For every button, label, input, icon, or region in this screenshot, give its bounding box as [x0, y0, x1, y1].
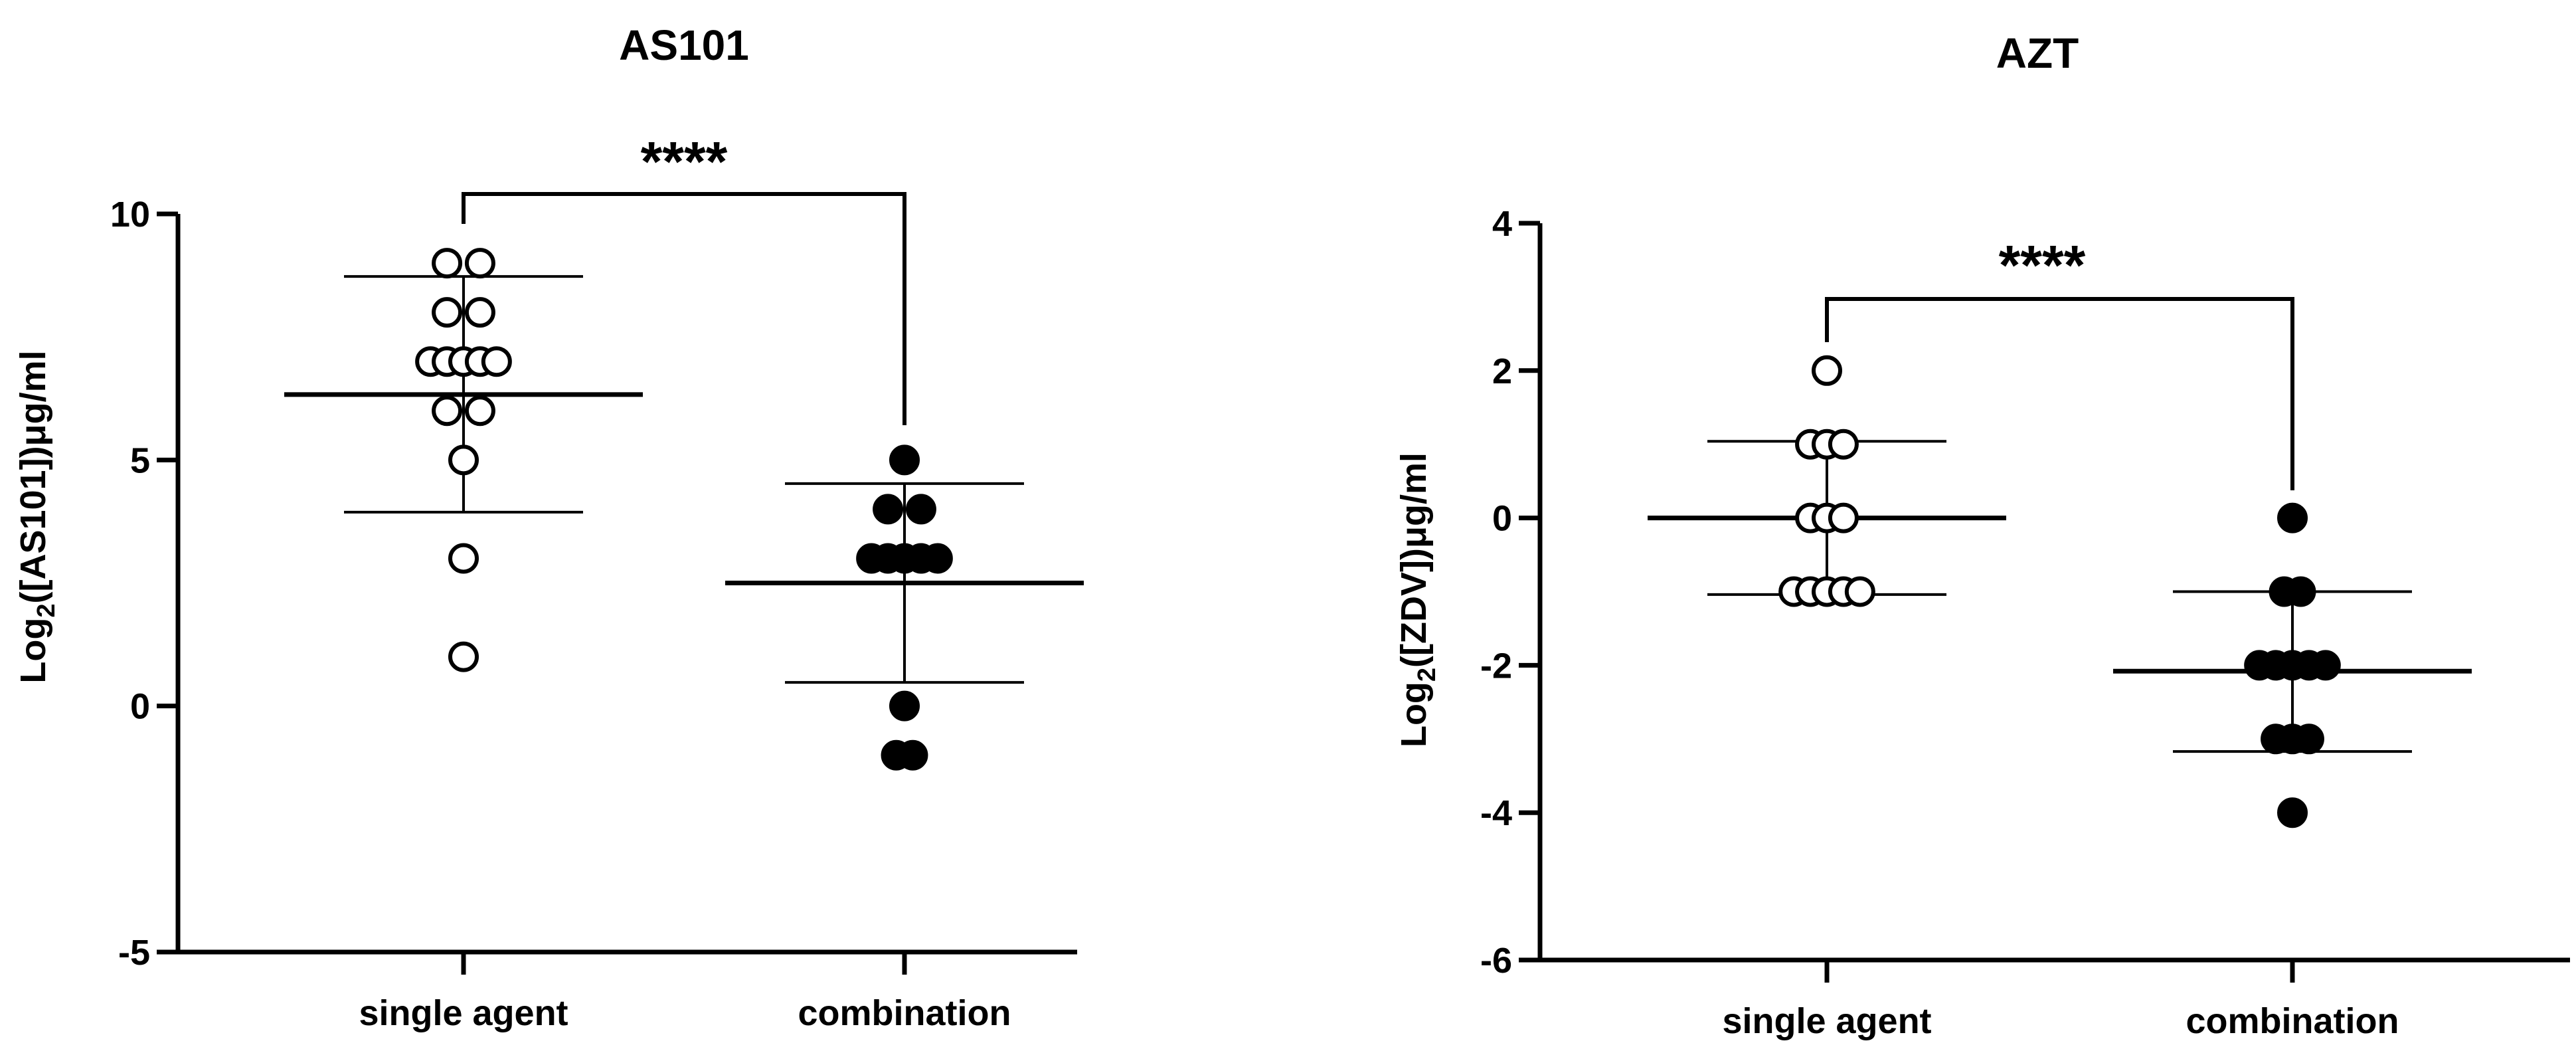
data-point-single-agent: [481, 346, 512, 377]
y-ticks: 4 2 0 -2 -4 -6: [1480, 204, 1540, 981]
y-tick-label: -6: [1480, 941, 1512, 981]
data-points: [415, 248, 953, 771]
error-bars: [1648, 440, 2472, 753]
data-point-single-agent: [1812, 355, 1842, 386]
y-axis-label-suffix: ([ZDV])μg/ml: [1394, 452, 1434, 668]
bracket-line: [462, 192, 906, 425]
y-tick-label: -5: [118, 933, 150, 973]
y-tick-label: 10: [110, 195, 150, 235]
y-axis-label-subscript: 2: [33, 603, 60, 617]
y-axis-label: Log2([AS101])μg/ml: [13, 350, 60, 683]
data-point-single-agent: [448, 444, 479, 476]
y-axis-label-prefix: Log: [1394, 682, 1434, 747]
chart-title: AS101: [619, 21, 749, 69]
data-point-single-agent: [1828, 429, 1859, 460]
panel-as101: AS101 Log2([AS101])μg/ml 10 5 0 -5 single a…: [13, 21, 1084, 1033]
data-point-combination: [889, 444, 920, 476]
y-tick-label: 2: [1492, 351, 1512, 391]
data-point-combination: [2285, 576, 2316, 607]
data-point-single-agent: [464, 248, 495, 279]
y-axis-label-prefix: Log: [13, 618, 53, 684]
data-point-combination: [2277, 502, 2308, 533]
y-axis-label: Log2([ZDV])μg/ml: [1394, 452, 1441, 747]
y-axis-label-suffix: ([AS101])μg/ml: [13, 350, 53, 603]
y-tick-label: 5: [130, 440, 150, 480]
significance-bracket: [1825, 297, 2294, 490]
data-point-combination: [2310, 650, 2341, 681]
data-point-single-agent: [448, 641, 479, 672]
data-point-single-agent: [464, 297, 495, 328]
data-point-combination: [2277, 797, 2308, 828]
data-point-single-agent: [1828, 502, 1859, 533]
data-point-single-agent: [1844, 576, 1875, 607]
x-tick-label: single agent: [359, 993, 568, 1033]
x-ticks: single agent combination: [1722, 960, 2399, 1041]
significance-label: ****: [1999, 234, 2086, 296]
data-point-combination: [922, 543, 953, 574]
y-tick-label: 0: [130, 687, 150, 727]
significance-label: ****: [641, 130, 728, 193]
data-points: [1778, 355, 2341, 828]
chart-title: AZT: [1996, 29, 2079, 77]
data-point-single-agent: [464, 395, 495, 427]
y-tick-label: 0: [1492, 499, 1512, 539]
y-axis-label-subscript: 2: [1413, 668, 1441, 682]
data-point-single-agent: [448, 543, 479, 574]
x-tick-label: combination: [798, 993, 1011, 1033]
data-point-combination: [873, 494, 904, 525]
x-ticks: single agent combination: [359, 952, 1011, 1033]
bracket-line: [1825, 297, 2294, 490]
y-tick-label: 4: [1492, 204, 1512, 244]
y-tick-label: -4: [1480, 793, 1512, 833]
data-point-single-agent: [432, 395, 463, 427]
data-point-combination: [889, 690, 920, 722]
x-tick-label: combination: [2186, 1001, 2399, 1041]
y-tick-label: -2: [1480, 646, 1512, 686]
x-tick-label: single agent: [1722, 1001, 1931, 1041]
data-point-single-agent: [432, 248, 463, 279]
data-point-combination: [2293, 723, 2324, 755]
significance-bracket: [462, 192, 906, 425]
data-point-combination: [905, 494, 936, 525]
data-point-single-agent: [432, 297, 463, 328]
y-ticks: 10 5 0 -5: [110, 195, 178, 973]
error-bars: [284, 275, 1084, 684]
panel-azt: AZT Log2([ZDV])μg/ml 420-2-4-6 single ag…: [1394, 29, 2570, 1041]
data-point-combination: [897, 739, 928, 771]
